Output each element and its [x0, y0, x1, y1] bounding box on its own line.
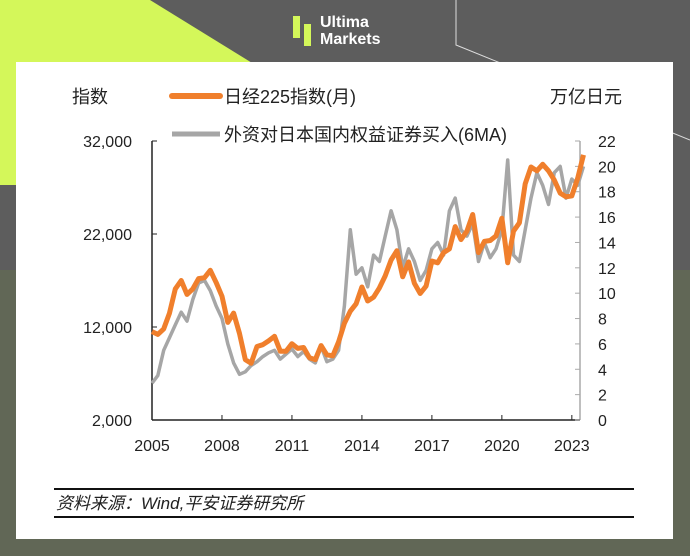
x-tick-label: 2017 — [414, 438, 450, 455]
y-right-tick-label: 16 — [598, 210, 616, 227]
y-right-tick-label: 0 — [598, 413, 607, 430]
y-left-tick-label: 22,000 — [83, 227, 132, 244]
x-tick-label: 2023 — [554, 438, 590, 455]
right-axis-label: 万亿日元 — [550, 87, 622, 107]
y-right-tick-label: 8 — [598, 312, 607, 329]
x-tick-label: 2005 — [134, 438, 170, 455]
x-tick-label: 2008 — [204, 438, 240, 455]
brand-line1: Ultima — [320, 14, 369, 31]
brand-logo: Ultima Markets — [292, 14, 380, 48]
legend-label-nikkei: 日经225指数(月) — [224, 87, 356, 107]
y-right-tick-label: 10 — [598, 286, 616, 303]
y-left-tick-label: 32,000 — [83, 134, 132, 151]
x-tick-label: 2011 — [275, 438, 310, 455]
y-right-tick-label: 6 — [598, 337, 607, 354]
legend-label-foreign: 外资对日本国内权益证券买入(6MA) — [224, 125, 507, 145]
y-left-tick-label: 2,000 — [92, 413, 132, 430]
y-left-tick-label: 12,000 — [83, 320, 132, 337]
source-note: 资料来源：Wind,平安证券研究所 — [54, 488, 634, 518]
left-axis-label: 指数 — [72, 87, 108, 107]
y-right-tick-label: 12 — [598, 261, 616, 278]
x-tick-label: 2014 — [344, 438, 380, 455]
brand-line2: Markets — [320, 31, 381, 48]
y-right-tick-label: 4 — [598, 362, 607, 379]
y-right-tick-label: 22 — [598, 134, 616, 151]
y-right-tick-label: 14 — [598, 235, 616, 252]
foreign-purchase-line — [150, 158, 586, 385]
y-right-tick-label: 20 — [598, 159, 616, 176]
nikkei-line — [150, 154, 586, 366]
ultima-logo-icon — [293, 16, 311, 46]
y-right-tick-label: 2 — [598, 388, 607, 405]
x-tick-label: 2020 — [484, 438, 520, 455]
y-right-tick-label: 18 — [598, 185, 616, 202]
